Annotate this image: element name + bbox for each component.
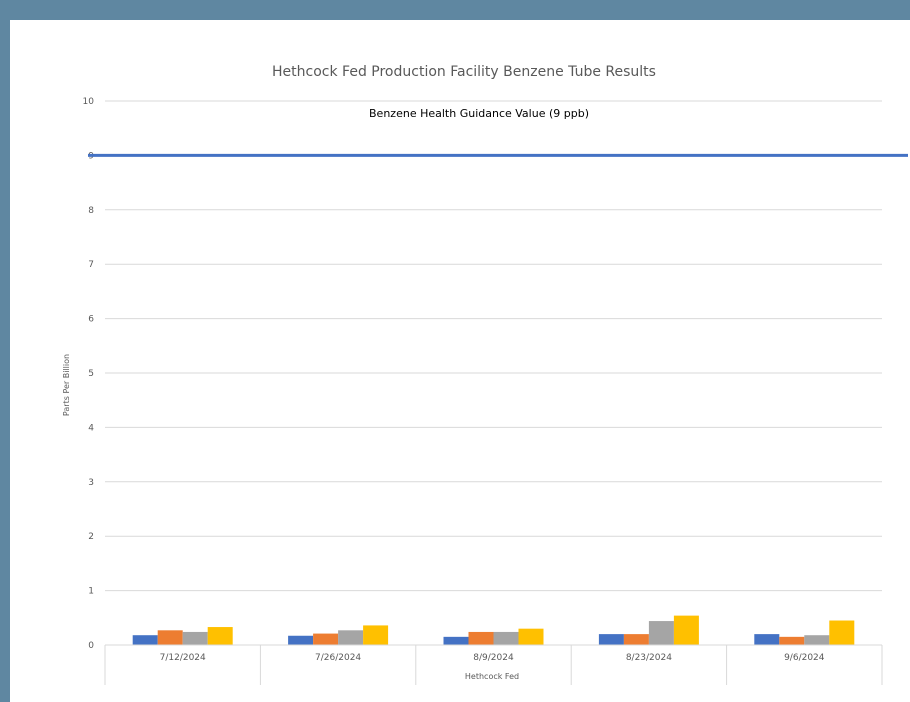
bar xyxy=(754,634,780,645)
y-tick-label: 10 xyxy=(83,97,95,107)
y-tick-label: 0 xyxy=(88,641,94,651)
bar xyxy=(207,627,233,645)
bar xyxy=(443,636,469,645)
x-tick-label: 8/9/2024 xyxy=(473,653,514,663)
y-tick-label: 3 xyxy=(88,478,94,488)
x-axis: 7/12/2024 7/26/2024 8/9/2024 8/23/2024 9/6/2… xyxy=(104,644,883,685)
bar xyxy=(623,634,649,645)
bar xyxy=(468,631,494,645)
bar xyxy=(182,631,208,645)
bar xyxy=(493,631,519,645)
bar xyxy=(288,635,314,645)
y-tick-label: 4 xyxy=(88,423,94,433)
bar xyxy=(363,625,389,645)
x-tick-label: 7/26/2024 xyxy=(315,653,361,663)
bar xyxy=(313,633,339,645)
y-tick-label: 1 xyxy=(88,587,94,597)
bar xyxy=(598,634,624,645)
y-tick-label: 8 xyxy=(88,206,94,216)
gridlines xyxy=(105,100,882,646)
y-tick-labels: 012345678910 xyxy=(83,97,95,651)
bars xyxy=(132,615,855,645)
x-axis-title: Hethcock Fed xyxy=(465,672,519,681)
y-tick-label: 7 xyxy=(88,260,94,270)
x-tick-label: 8/23/2024 xyxy=(626,653,672,663)
y-tick-label: 6 xyxy=(88,315,94,325)
x-tick-label: 9/6/2024 xyxy=(784,653,825,663)
x-tick-label: 7/12/2024 xyxy=(160,653,206,663)
bar-chart: Hethcock Fed Production Facility Benzene… xyxy=(62,64,908,685)
bar xyxy=(829,620,855,645)
bar xyxy=(648,621,674,645)
bar xyxy=(804,635,830,645)
chart-title: Hethcock Fed Production Facility Benzene… xyxy=(272,64,656,80)
bar xyxy=(132,635,158,645)
chart-panel: Hethcock Fed Production Facility Benzene… xyxy=(10,20,910,702)
bar xyxy=(779,636,805,645)
y-tick-label: 5 xyxy=(88,369,94,379)
y-axis-title: Parts Per Billion xyxy=(62,354,71,416)
y-tick-label: 2 xyxy=(88,532,94,542)
bar xyxy=(518,628,544,645)
bar xyxy=(673,615,699,645)
bar xyxy=(157,630,183,645)
bar xyxy=(338,630,364,645)
guidance-label: Benzene Health Guidance Value (9 ppb) xyxy=(369,107,589,120)
